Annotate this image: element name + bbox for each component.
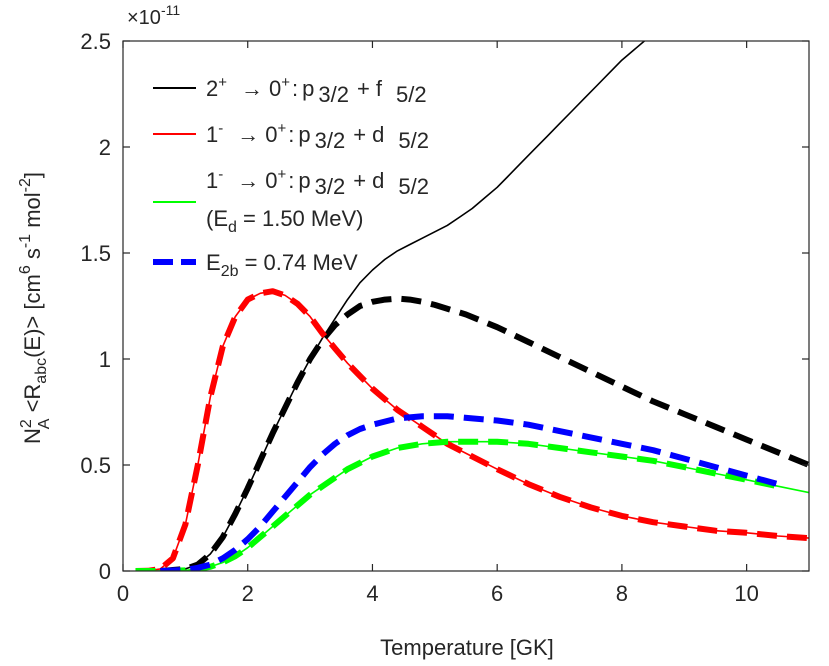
x-tick-label: 8 bbox=[616, 581, 628, 606]
scale-base: ×10 bbox=[127, 7, 161, 29]
y-tick-label: 2 bbox=[99, 135, 111, 160]
series-line-6 bbox=[160, 413, 779, 571]
y-axis-title: N2A <Rabc(E)> [cm6 s-1 mol-2] bbox=[17, 172, 53, 444]
y-scale-factor: ×10-11 bbox=[127, 2, 180, 29]
x-tick-label: 2 bbox=[242, 581, 254, 606]
legend-label-green: 1- → 0+: p 3/2 + d 5/2 bbox=[206, 166, 429, 199]
y-tick-label: 0 bbox=[99, 559, 111, 584]
y-tick-label: 0.5 bbox=[80, 453, 111, 478]
x-tick-label: 6 bbox=[491, 581, 503, 606]
axes-box bbox=[122, 40, 810, 572]
x-tick-label: 0 bbox=[117, 581, 129, 606]
axes-frame bbox=[122, 40, 810, 572]
legend-label-black: 2+ → 0+: p 3/2 + f 5/2 bbox=[206, 74, 427, 107]
legend-label-red: 1- → 0+: p 3/2 + d 5/2 bbox=[206, 120, 429, 153]
y-tick-label: 2.5 bbox=[80, 29, 111, 54]
x-axis-title: Temperature [GK] bbox=[380, 635, 554, 660]
series-line-5 bbox=[135, 438, 779, 571]
y-tick-label: 1 bbox=[99, 347, 111, 372]
x-tick-label: 4 bbox=[366, 581, 378, 606]
legend-label-blue-dashed: E2b = 0.74 MeV bbox=[206, 250, 358, 280]
y-tick-label: 1.5 bbox=[80, 241, 111, 266]
y-tick-labels: 0 0.5 1 1.5 2 2.5 bbox=[80, 29, 111, 584]
series-line-3 bbox=[160, 295, 809, 571]
x-tick-labels: 0 2 4 6 8 10 bbox=[117, 581, 759, 606]
x-tick-label: 10 bbox=[734, 581, 758, 606]
legend-label-green-detail: (Ed = 1.50 MeV) bbox=[206, 206, 363, 236]
legend: 2+ → 0+: p 3/2 + f 5/2 1- → 0+: p 3/2 + d 5/2 1- → 0+: p 3… bbox=[153, 74, 429, 280]
series-line-4 bbox=[135, 288, 809, 571]
scale-exponent: -11 bbox=[161, 2, 180, 18]
series-layer bbox=[135, 41, 809, 571]
